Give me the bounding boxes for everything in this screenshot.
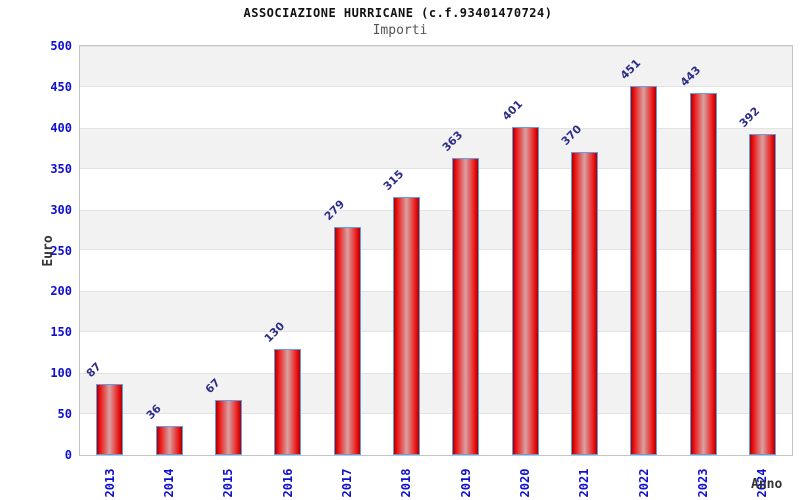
chart-title: ASSOCIAZIONE HURRICANE (c.f.93401470724) [243, 6, 553, 20]
bar-2015 [214, 400, 242, 455]
grid-band [80, 373, 792, 415]
x-axis-label: Anno [751, 477, 783, 492]
bar-2024 [748, 134, 776, 455]
bar-value-text: 401 [499, 97, 525, 123]
x-tick-label-2015: 2015 [221, 468, 236, 498]
x-tick-label-2014: 2014 [162, 468, 176, 498]
bar-value-text: 315 [380, 167, 407, 194]
x-tick-label-2020: 2020 [518, 468, 532, 498]
bar-2021 [570, 152, 598, 455]
y-tick-label: 500 [50, 39, 72, 53]
y-tick-label: 350 [50, 161, 72, 176]
plot-area: 87 36 67 130 279 315 363 401 370 451 443 392 [79, 45, 793, 456]
x-tick-label-2013: 2013 [102, 468, 117, 498]
bar-2018 [392, 197, 420, 455]
x-tick-label-2018: 2018 [399, 468, 414, 498]
grid-band [80, 291, 792, 333]
bar-2014 [155, 425, 183, 455]
y-axis-label: Euro [41, 235, 56, 267]
bar-2023 [689, 92, 717, 455]
y-tick-label: 50 [57, 407, 72, 422]
y-tick-label: 450 [50, 79, 72, 94]
y-tick-label: 0 [64, 448, 72, 462]
grid-band [80, 46, 792, 87]
y-tick-label: 250 [50, 243, 72, 258]
x-tick-label-2017: 2017 [340, 468, 354, 498]
x-tick-label-2019: 2019 [458, 468, 473, 498]
bar-2016 [274, 348, 302, 455]
bar-2022 [630, 86, 658, 455]
bar-2017 [333, 226, 361, 455]
grid-band [80, 209, 792, 251]
y-tick-label: 400 [50, 120, 72, 135]
x-tick-label-2023: 2023 [696, 468, 710, 498]
bar-value-text: 392 [736, 104, 763, 131]
x-tick-label-2022: 2022 [636, 468, 651, 498]
y-tick-label: 150 [50, 325, 72, 340]
grid-band [80, 127, 792, 169]
bar-2020 [511, 126, 539, 455]
bar-2013 [96, 383, 124, 455]
bar-2019 [452, 158, 480, 455]
x-tick-label-2016: 2016 [280, 468, 295, 498]
chart-subtitle: Importi [372, 23, 428, 38]
x-tick-label-2021: 2021 [577, 468, 592, 498]
y-tick-label: 100 [50, 366, 72, 381]
y-tick-label: 300 [50, 202, 72, 217]
y-tick-label: 200 [50, 284, 72, 299]
